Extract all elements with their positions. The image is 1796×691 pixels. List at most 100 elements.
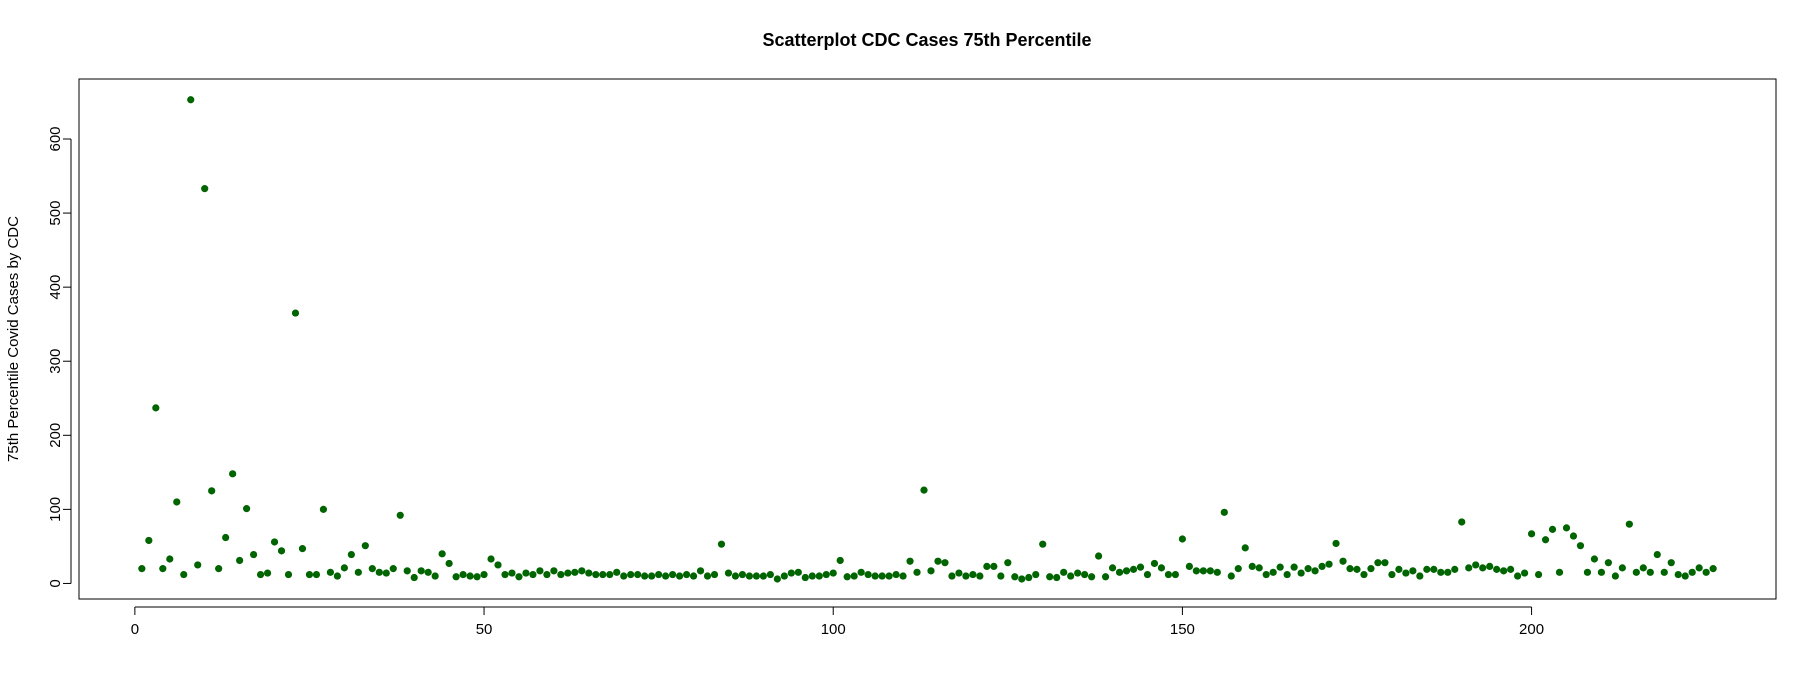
point [375,568,383,576]
point [634,570,642,579]
point [990,562,998,571]
point [1395,565,1403,573]
point [808,572,816,580]
point [731,572,740,580]
point [431,572,439,580]
point [1025,573,1033,582]
point [1269,568,1277,576]
point [208,487,216,495]
point [1304,565,1312,573]
point [1290,563,1298,571]
point [263,569,272,577]
point [194,561,202,569]
point [145,536,153,545]
point [1067,572,1075,580]
point [340,564,348,572]
point [787,569,795,577]
point [1479,564,1487,572]
point [1318,562,1326,571]
point [159,565,167,573]
point [494,561,502,569]
point [738,570,747,579]
point [689,572,698,580]
point [1129,565,1138,573]
point [696,567,705,575]
point [1032,570,1040,579]
point [871,572,879,580]
point [466,572,474,580]
point [312,570,321,579]
point [864,570,872,579]
point [1053,573,1061,582]
y-tick-label: 100 [47,497,64,522]
point [1514,572,1522,580]
point [291,309,300,317]
point [1192,567,1200,575]
y-axis-label: 75th Percentile Covid Cases by CDC [5,216,22,462]
point [1248,562,1256,571]
point [1283,570,1291,579]
point [487,555,495,563]
point [941,559,949,567]
point [1185,562,1193,571]
point [829,569,837,577]
point [1430,565,1438,573]
point [578,567,586,575]
point [1143,570,1152,579]
y-tick-label: 300 [47,349,64,374]
point [354,568,362,576]
point [424,568,432,576]
point [243,505,251,513]
point [920,486,928,494]
point [1520,569,1529,577]
point [899,572,907,580]
point [627,570,635,579]
point [1590,555,1599,563]
point [1332,539,1340,548]
x-tick-label: 150 [1170,621,1195,638]
point [1416,572,1424,580]
point [459,570,467,579]
point [585,569,593,577]
point [1604,559,1612,567]
point [620,572,628,580]
point [1108,564,1117,572]
point [452,573,460,581]
point [1660,568,1668,576]
point [152,404,160,412]
point [1039,540,1047,548]
point [766,570,774,579]
point [1437,568,1445,576]
point [1088,573,1096,581]
point [1465,564,1473,572]
point [550,567,558,575]
point [361,542,369,550]
point [1583,568,1592,576]
point [1527,530,1536,538]
point [1353,565,1361,573]
point [403,567,411,575]
point [1241,544,1249,552]
point [270,538,279,546]
point [368,565,376,573]
point [298,545,307,553]
point [249,550,258,559]
point [1493,565,1501,573]
point [1423,565,1431,573]
point [1178,535,1186,543]
point [1688,568,1696,576]
chart-title: Scatterplot CDC Cases 75th Percentile [762,30,1091,50]
point [1004,559,1012,567]
point [564,569,572,577]
point [215,565,223,573]
point [606,570,614,579]
point [1444,568,1452,576]
point [843,573,851,581]
point [983,562,991,571]
point [557,570,565,579]
point [1500,567,1508,575]
point [885,572,893,580]
point [1409,567,1417,575]
